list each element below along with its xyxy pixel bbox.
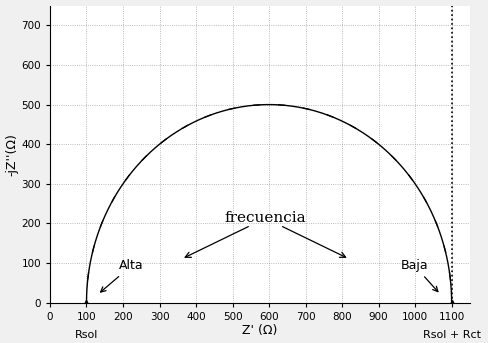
X-axis label: Z' (Ω): Z' (Ω) [242, 324, 278, 338]
Y-axis label: -jZ''(Ω): -jZ''(Ω) [5, 133, 19, 176]
Text: Rsol + Rct: Rsol + Rct [423, 330, 481, 340]
Text: Rsol: Rsol [75, 330, 98, 340]
Text: Baja: Baja [401, 259, 438, 292]
Text: frecuencia: frecuencia [224, 211, 306, 225]
Text: Alta: Alta [101, 259, 144, 292]
